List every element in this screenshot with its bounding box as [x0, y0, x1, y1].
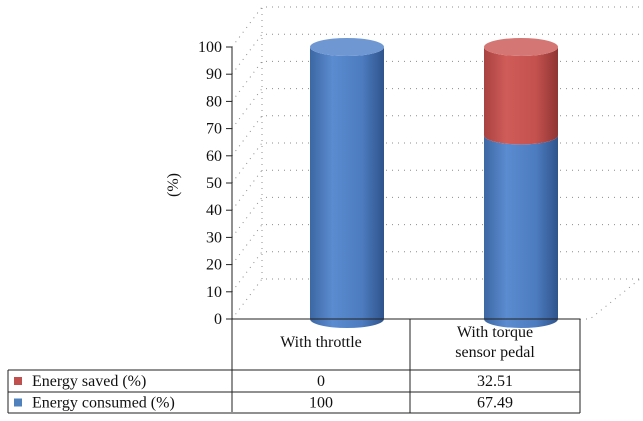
- bar-body: [310, 47, 384, 328]
- bar-0-energy-consumed: [310, 47, 384, 328]
- gridline-50: [231, 142, 640, 184]
- y-tick-label-40: 40: [206, 202, 222, 219]
- y-tick-label-100: 100: [198, 39, 222, 56]
- bar-1-energy-saved: [484, 47, 558, 145]
- gridline-0: [231, 278, 640, 320]
- gridline-80: [231, 60, 640, 102]
- gridline-70: [231, 88, 640, 129]
- data-label-1-0: 0: [317, 373, 325, 390]
- y-tick-label-0: 0: [214, 311, 222, 328]
- bar-top-cap-1: [484, 38, 558, 56]
- bar-body: [484, 47, 558, 145]
- data-label-1-1: 32.51: [477, 373, 513, 390]
- gridline-100: [231, 6, 640, 48]
- data-label-0-1: 67.49: [477, 395, 513, 412]
- x-tick-label-1: With torque sensor pedal: [455, 324, 535, 361]
- legend-label-0: Energy consumed (%): [32, 395, 175, 412]
- gridline-60: [231, 115, 640, 157]
- y-tick-label-80: 80: [206, 93, 222, 110]
- gridline-10: [231, 251, 640, 293]
- y-tick-label-20: 20: [206, 257, 222, 274]
- data-label-0-0: 100: [309, 395, 333, 412]
- y-axis-label: (%): [165, 173, 182, 197]
- y-tick-label-50: 50: [206, 175, 222, 192]
- bar-body: [484, 135, 558, 328]
- y-tick-label-90: 90: [206, 66, 222, 83]
- bar-1-energy-consumed: [484, 135, 558, 328]
- y-tick-label-70: 70: [206, 121, 222, 138]
- y-tick-label-10: 10: [206, 284, 222, 301]
- gridline-40: [231, 169, 640, 211]
- x-tick-label-0: With throttle: [280, 334, 362, 351]
- legend-label-1: Energy saved (%): [32, 373, 146, 390]
- gridlines: [231, 6, 641, 320]
- gridline-30: [231, 196, 640, 238]
- y-tick-label-30: 30: [206, 229, 222, 246]
- data-table: With throttle With torque sensor pedal Ener…: [7, 318, 581, 414]
- y-axis: 0 10 20 30 40 50 60 70 80 90 100: [198, 39, 233, 412]
- gridline-20: [231, 224, 640, 265]
- legend-swatch-0: [14, 398, 22, 407]
- bars: [310, 38, 558, 328]
- floor-edge: [232, 278, 641, 320]
- gridline-90: [231, 33, 640, 75]
- legend-swatch-1: [14, 377, 22, 385]
- bar-top-cap-0: [310, 38, 384, 56]
- y-tick-label-60: 60: [206, 148, 222, 165]
